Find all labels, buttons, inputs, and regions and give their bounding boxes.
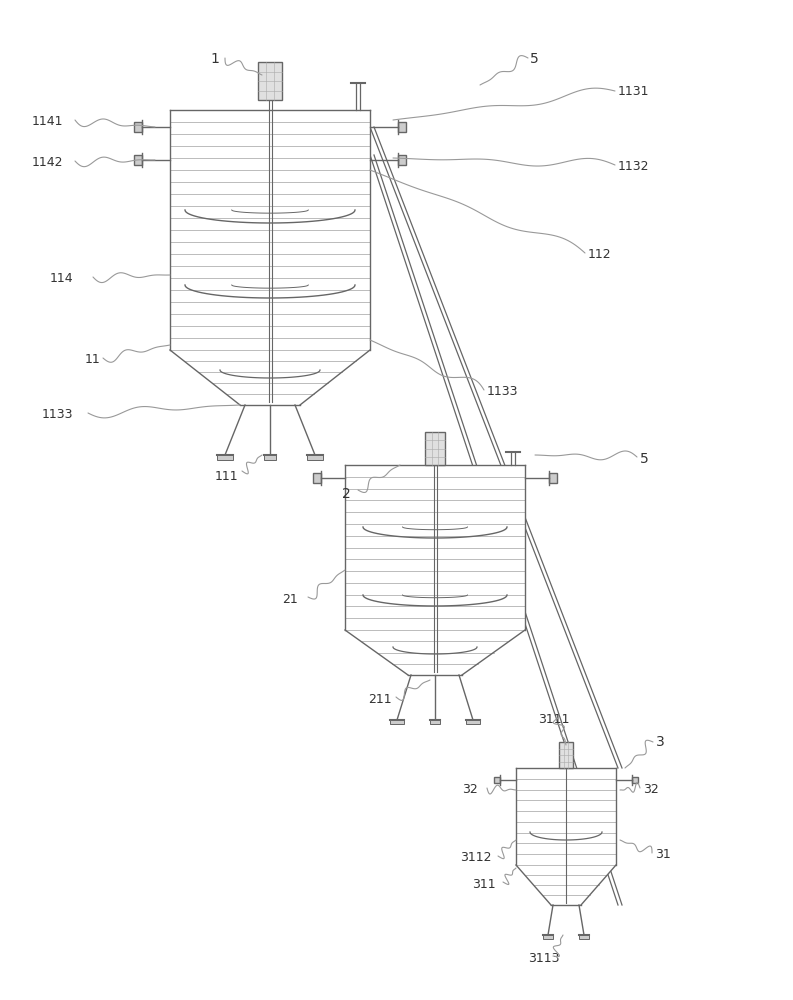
Bar <box>313 473 321 483</box>
Text: 114: 114 <box>50 272 74 285</box>
Bar <box>134 122 142 132</box>
Text: 11: 11 <box>85 353 101 366</box>
Text: 3111: 3111 <box>538 713 569 726</box>
Text: 3: 3 <box>656 735 665 749</box>
Text: 1133: 1133 <box>487 385 519 398</box>
Polygon shape <box>516 768 616 905</box>
Bar <box>390 720 404 724</box>
Text: 3112: 3112 <box>460 851 492 864</box>
Bar <box>398 155 406 165</box>
Bar <box>494 777 500 783</box>
Text: 1131: 1131 <box>618 85 649 98</box>
Text: 311: 311 <box>472 878 496 891</box>
Text: 5: 5 <box>530 52 538 66</box>
Text: 1132: 1132 <box>618 160 649 173</box>
Bar <box>543 935 553 939</box>
Text: 1: 1 <box>210 52 219 66</box>
Bar <box>466 720 480 724</box>
Text: 1141: 1141 <box>32 115 63 128</box>
Bar <box>307 455 323 460</box>
Text: 211: 211 <box>368 693 392 706</box>
Bar <box>134 155 142 165</box>
Text: 2: 2 <box>342 487 351 501</box>
Bar <box>264 455 276 460</box>
Text: 112: 112 <box>588 248 611 261</box>
Bar <box>632 777 638 783</box>
Bar <box>217 455 233 460</box>
Text: 31: 31 <box>655 848 671 861</box>
Text: 5: 5 <box>640 452 649 466</box>
Bar <box>258 62 282 100</box>
Text: 1142: 1142 <box>32 156 63 169</box>
Bar <box>398 122 406 132</box>
Text: 32: 32 <box>643 783 659 796</box>
Polygon shape <box>345 465 525 675</box>
Text: 3113: 3113 <box>528 952 560 965</box>
Text: 111: 111 <box>215 470 239 483</box>
Bar <box>549 473 557 483</box>
Bar <box>579 935 589 939</box>
Bar <box>430 720 440 724</box>
Text: 1133: 1133 <box>42 408 74 421</box>
Polygon shape <box>170 110 370 405</box>
Bar <box>559 742 573 768</box>
Bar <box>425 432 445 465</box>
Text: 21: 21 <box>282 593 297 606</box>
Text: 32: 32 <box>462 783 477 796</box>
